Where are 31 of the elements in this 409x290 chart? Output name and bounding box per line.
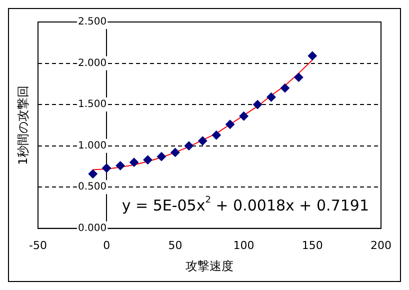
point: [156, 152, 166, 162]
point: [308, 51, 317, 60]
point: [280, 84, 290, 93]
point: [184, 141, 194, 150]
x-axis-title: 攻撃速度: [186, 258, 234, 273]
point: [198, 136, 208, 146]
y-tick-label: 1.500: [78, 99, 107, 110]
y-tick-label: 1.000: [78, 140, 107, 152]
y-tick-label: 2.500: [78, 16, 107, 28]
point: [212, 130, 221, 140]
x-tick-label: 200: [370, 238, 392, 252]
y-tick-label: 2.000: [78, 58, 107, 69]
y-tick-label: 0.500: [78, 182, 107, 193]
x-tick-label: 100: [233, 238, 254, 252]
point: [170, 148, 180, 157]
point: [143, 155, 152, 164]
point: [130, 158, 139, 167]
point: [116, 161, 125, 170]
x-tick-label: -50: [29, 238, 47, 252]
y-tick-label: 0.000: [78, 222, 107, 234]
point: [226, 120, 235, 129]
x-tick-label: 150: [302, 238, 323, 252]
point: [239, 112, 248, 121]
point: [253, 100, 262, 110]
point: [266, 92, 276, 102]
point: [102, 164, 112, 173]
x-tick-label: 0: [103, 238, 110, 252]
point: [88, 169, 98, 178]
point: [294, 72, 304, 82]
x-tick-label: 50: [168, 238, 182, 252]
y-axis-title: 1秒間の攻撃回: [16, 85, 30, 166]
